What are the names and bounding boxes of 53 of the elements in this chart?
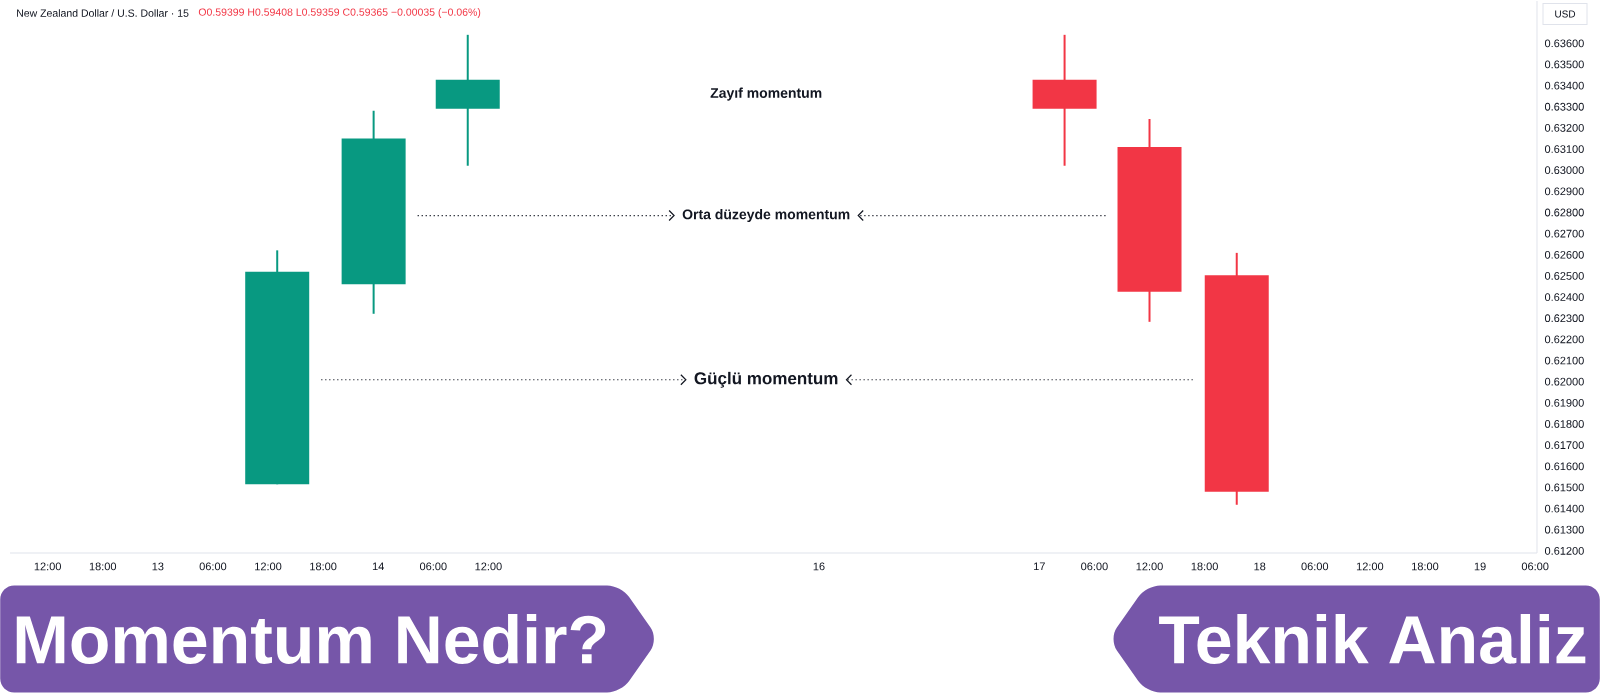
annotation: Orta düzeyde momentum [682,209,850,223]
x-tick-label: 06:00 [1521,562,1549,571]
y-tick-label: 0.61700 [1544,441,1584,450]
annotation: New Zealand Dollar / U.S. Dollar · 15 [17,9,189,17]
y-tick-label: 0.63000 [1544,166,1584,175]
y-tick-label: 0.61900 [1544,398,1584,407]
y-tick-label: 0.61400 [1544,504,1584,513]
annotation: Güçlü momentum [694,371,838,388]
x-tick-label: 12:00 [1356,562,1384,571]
y-tick-label: 0.63600 [1544,39,1584,48]
x-tick-label: 06:00 [419,562,447,571]
y-tick-label: 0.62700 [1544,229,1584,238]
x-tick-label: 18 [1254,562,1266,571]
x-tick-label: 12:00 [475,562,502,571]
y-tick-label: 0.62000 [1544,377,1584,386]
y-tick-label: 0.62300 [1544,314,1584,323]
x-tick-label: 06:00 [1301,562,1329,571]
annotation: Zayıf momentum [710,87,822,101]
y-tick-label: 0.62400 [1544,293,1584,301]
x-tick-label: 14 [372,562,384,571]
x-tick-label: 06:00 [199,562,227,571]
y-tick-label: 0.62800 [1544,208,1584,217]
text: Teknik Analiz [1159,614,1586,664]
text: Momentum Nedir? [16,614,606,664]
y-tick-label: 0.61500 [1544,483,1584,492]
y-axis-title: USD [1555,10,1576,18]
y-tick-label: 0.63100 [1544,145,1584,153]
x-tick-label: 12:00 [255,562,282,571]
y-tick-label: 0.61800 [1544,420,1584,428]
x-tick-label: 18:00 [310,562,337,571]
y-tick-label: 0.63300 [1544,102,1584,111]
x-tick-label: 12:00 [34,562,61,571]
y-tick-label: 0.61300 [1544,525,1584,534]
x-tick-label: 17 [1034,562,1045,571]
y-tick-label: 0.62600 [1544,250,1584,259]
x-tick-label: 18:00 [89,562,117,571]
y-tick-label: 0.63500 [1544,60,1584,69]
x-tick-label: 18:00 [1191,562,1218,571]
x-tick-label: 06:00 [1081,562,1108,571]
y-tick-label: 0.62200 [1544,335,1584,344]
y-tick-label: 0.61200 [1544,546,1584,555]
x-tick-label: 19 [1474,562,1486,571]
y-tick-label: 0.62100 [1544,356,1584,365]
x-tick-label: 12:00 [1136,562,1163,571]
y-tick-label: 0.63400 [1544,81,1584,90]
y-tick-label: 0.62900 [1544,187,1584,196]
x-tick-label: 18:00 [1412,562,1439,571]
y-tick-label: 0.62500 [1544,272,1584,280]
y-tick-label: 0.63200 [1544,124,1584,132]
x-tick-label: 13 [152,562,164,571]
y-tick-label: 0.61600 [1544,462,1584,471]
x-tick-label: 16 [813,562,825,571]
annotation: O0.59399 H0.59408 L0.59359 C0.59365 −0.00035 (−0.06%) [198,8,481,18]
